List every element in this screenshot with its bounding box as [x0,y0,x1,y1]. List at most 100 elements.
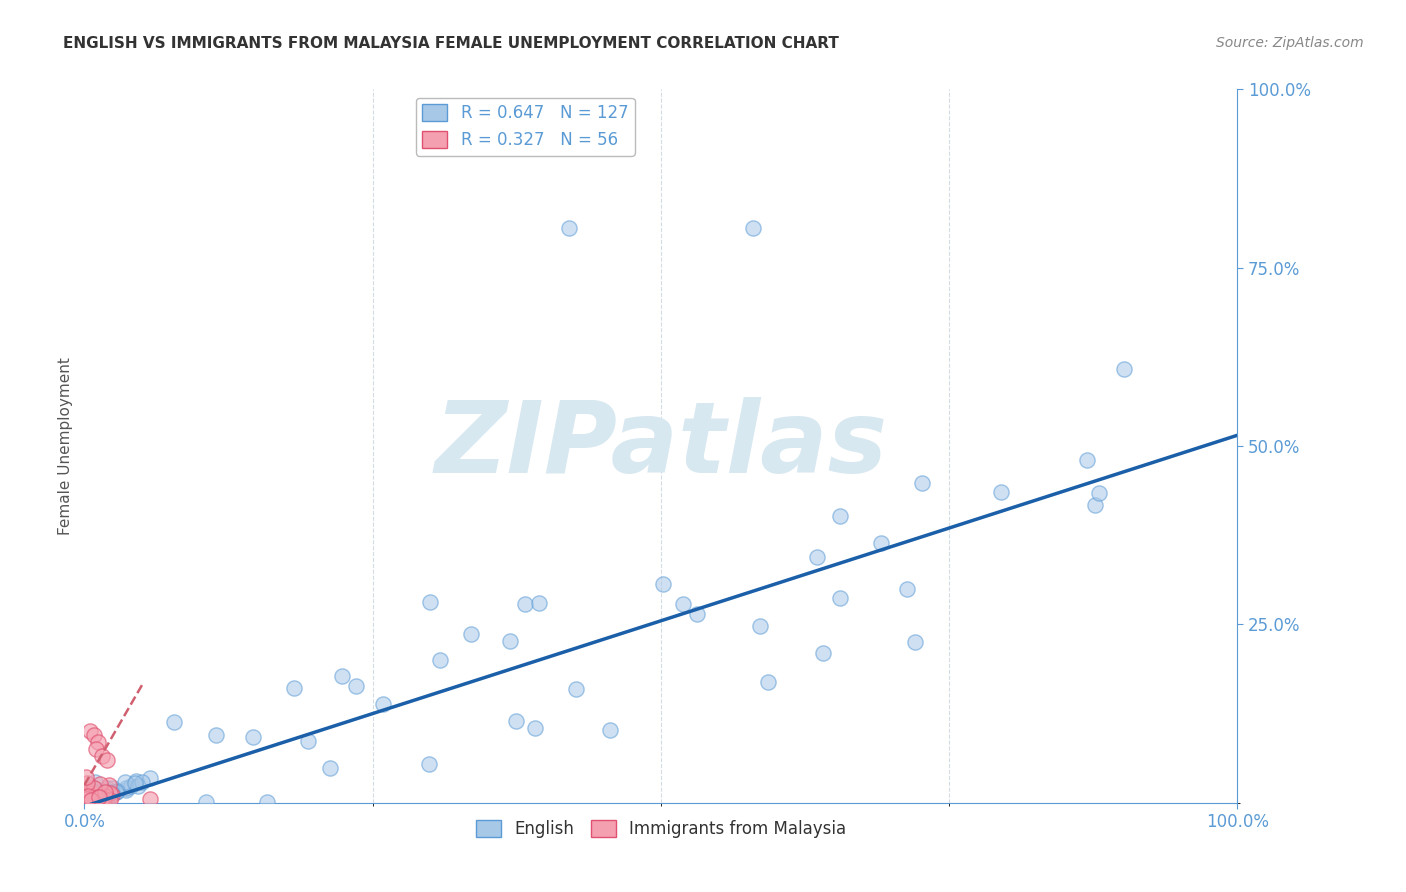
Point [83,780,105,795]
Point [75,791,97,805]
Text: ZIPatlas: ZIPatlas [434,398,887,494]
Point [84,742,107,756]
Point [80,794,103,808]
Point [87,735,110,749]
Point [419,595,441,609]
Point [77,794,100,808]
Point [98,778,121,792]
Point [75,792,97,806]
Point [76,792,98,806]
Point [79,794,101,808]
Point [80,783,103,797]
Point [283,681,305,695]
Point [80,791,103,805]
Point [76,789,98,803]
Point [115,782,138,797]
Point [77,784,100,798]
Point [97,787,120,801]
Point [828,591,851,605]
Point [75,795,97,809]
Point [91,793,114,807]
Point [896,582,918,596]
Point [96,753,118,767]
Point [75,794,97,808]
Point [205,728,228,742]
Text: ENGLISH VS IMMIGRANTS FROM MALAYSIA FEMALE UNEMPLOYMENT CORRELATION CHART: ENGLISH VS IMMIGRANTS FROM MALAYSIA FEMA… [63,36,839,51]
Point [76,789,98,803]
Point [87,790,110,805]
Point [84,786,107,800]
Point [80,791,103,805]
Point [83,785,105,799]
Point [80,788,103,802]
Point [76,789,98,803]
Point [565,681,588,696]
Point [86,790,108,805]
Point [80,786,103,800]
Point [869,535,891,549]
Point [75,794,97,808]
Point [101,781,124,796]
Point [89,790,111,805]
Point [77,789,100,803]
Point [86,788,108,802]
Point [100,785,122,799]
Point [460,627,482,641]
Point [75,787,97,801]
Point [89,777,111,791]
Point [80,784,103,798]
Point [80,792,103,806]
Point [162,715,184,730]
Point [77,793,100,807]
Point [84,793,107,807]
Point [75,795,97,809]
Point [84,775,107,789]
Point [114,774,136,789]
Point [79,724,101,739]
Point [749,619,772,633]
Point [84,791,107,805]
Point [98,788,121,802]
Point [84,792,107,806]
Point [90,794,112,808]
Point [75,786,97,800]
Point [86,789,108,804]
Point [77,795,100,809]
Point [86,782,108,797]
Point [77,794,100,808]
Point [373,698,395,712]
Point [83,788,105,802]
Point [82,794,104,808]
Point [77,789,100,804]
Text: Source: ZipAtlas.com: Source: ZipAtlas.com [1216,36,1364,50]
Point [83,785,105,799]
Point [87,786,110,800]
Point [104,785,127,799]
Point [523,721,546,735]
Point [83,792,105,806]
Point [79,795,101,809]
Point [79,794,101,808]
Point [114,780,136,795]
Point [911,475,934,490]
Point [80,793,103,807]
Point [1112,361,1135,376]
Point [94,789,117,803]
Point [75,795,97,809]
Point [515,597,537,611]
Point [418,756,440,771]
Point [83,787,105,801]
Point [75,789,97,804]
Point [94,785,117,799]
Point [84,791,107,805]
Point [87,791,110,805]
Point [100,788,122,802]
Point [828,509,851,524]
Point [904,634,927,648]
Point [83,787,105,801]
Point [1088,485,1111,500]
Point [101,786,124,800]
Point [79,787,101,801]
Point [75,770,97,784]
Point [98,786,121,800]
